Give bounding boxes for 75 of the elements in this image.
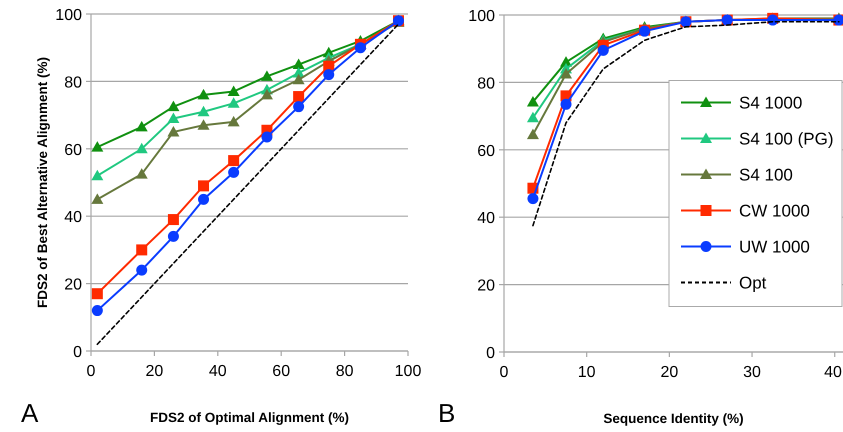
point xyxy=(323,69,334,80)
text: B xyxy=(438,398,456,428)
y-tick-label: 100 xyxy=(468,8,496,25)
point xyxy=(228,155,240,166)
legend-label: CW 1000 xyxy=(739,202,810,220)
x-tick-label: 40 xyxy=(208,363,227,380)
x-axis-title: Sequence Identity (%) xyxy=(603,411,744,426)
point xyxy=(92,288,103,300)
legend-label: S4 100 xyxy=(739,166,793,184)
point xyxy=(91,193,104,204)
point xyxy=(136,244,148,256)
x-tick-label: 20 xyxy=(660,364,678,381)
y-tick-label: 20 xyxy=(477,278,496,295)
point xyxy=(198,88,210,100)
x-tick-label: 0 xyxy=(86,363,96,380)
point xyxy=(292,58,305,70)
x-tick-label: 100 xyxy=(394,363,422,380)
point xyxy=(293,101,304,112)
x-axis-title: FDS2 of Optimal Alignment (%) xyxy=(150,410,349,425)
x-tick-label: 60 xyxy=(272,363,290,380)
point xyxy=(168,214,179,226)
point xyxy=(198,194,210,205)
point xyxy=(228,166,240,178)
point xyxy=(261,132,272,143)
point xyxy=(260,88,273,100)
point xyxy=(136,142,148,154)
legend-label: UW 1000 xyxy=(739,238,810,256)
point xyxy=(560,68,572,78)
y-tick-label: 80 xyxy=(64,74,82,92)
point xyxy=(167,100,180,112)
point xyxy=(228,116,240,126)
point xyxy=(91,141,104,152)
x-tick-label: 0 xyxy=(500,364,509,381)
point xyxy=(198,119,210,130)
point xyxy=(526,96,539,106)
point xyxy=(260,70,273,81)
y-tick-label: 60 xyxy=(477,142,496,160)
legend-label: Opt xyxy=(739,274,767,292)
y-tick-label: 0 xyxy=(73,344,82,361)
point xyxy=(167,126,180,136)
point xyxy=(168,230,179,242)
y-tick-label: 40 xyxy=(64,209,82,226)
point xyxy=(527,193,538,204)
x-tick-label: 20 xyxy=(146,363,164,380)
point xyxy=(198,106,210,116)
point xyxy=(293,91,304,102)
point xyxy=(228,97,240,108)
point xyxy=(526,128,539,140)
point xyxy=(198,180,210,192)
point xyxy=(228,86,240,96)
point xyxy=(292,74,305,84)
point xyxy=(136,120,148,132)
y-tick-label: 60 xyxy=(64,142,82,159)
point xyxy=(136,168,148,179)
text: A xyxy=(21,398,39,428)
point xyxy=(560,98,572,110)
x-tick-label: 10 xyxy=(578,364,596,381)
point xyxy=(526,112,539,122)
point xyxy=(167,112,180,123)
x-tick-label: 40 xyxy=(824,364,842,381)
x-tick-label: 80 xyxy=(336,363,354,380)
legend-label: S4 1000 xyxy=(739,94,802,112)
point xyxy=(598,44,609,56)
legend-label: S4 100 (PG) xyxy=(739,130,834,148)
y-tick-label: 20 xyxy=(64,276,82,294)
x-tick-label: 30 xyxy=(743,364,762,381)
point xyxy=(92,305,103,316)
point xyxy=(91,170,104,180)
y-tick-label: 80 xyxy=(477,75,496,92)
point xyxy=(136,264,148,276)
y-tick-label: 100 xyxy=(55,7,82,24)
y-axis-title: FDS2 of Best Alternative Alignment (%) xyxy=(35,56,50,308)
y-tick-label: 0 xyxy=(486,345,496,362)
y-tick-label: 40 xyxy=(477,210,496,228)
point xyxy=(354,42,366,54)
